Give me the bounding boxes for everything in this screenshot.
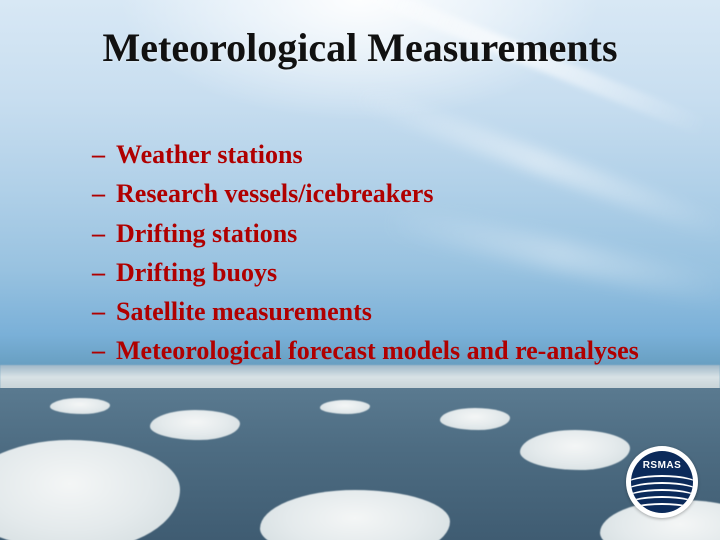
rsmas-logo: RSMAS — [626, 446, 698, 518]
bullet-text: Meteorological forecast models and re-an… — [116, 334, 639, 367]
logo-waves — [631, 475, 693, 513]
ice-floe — [440, 408, 510, 430]
bullet-dash: – — [92, 217, 116, 250]
ice-floe — [50, 398, 110, 414]
bullet-dash: – — [92, 256, 116, 289]
bullet-dash: – — [92, 295, 116, 328]
bullet-item: –Drifting stations — [92, 217, 680, 250]
ice-floe — [150, 410, 240, 440]
slide: Meteorological Measurements –Weather sta… — [0, 0, 720, 540]
ice-floe — [320, 400, 370, 414]
bullet-dash: – — [92, 138, 116, 171]
bullet-dash: – — [92, 334, 116, 367]
bullet-item: –Research vessels/icebreakers — [92, 177, 680, 210]
bullet-text: Satellite measurements — [116, 295, 372, 328]
bullet-item: –Satellite measurements — [92, 295, 680, 328]
bullet-text: Research vessels/icebreakers — [116, 177, 433, 210]
slide-title: Meteorological Measurements — [0, 24, 720, 71]
logo-text: RSMAS — [643, 460, 682, 471]
bullet-text: Weather stations — [116, 138, 303, 171]
logo-inner: RSMAS — [631, 451, 693, 513]
bullet-list: –Weather stations–Research vessels/icebr… — [92, 138, 680, 374]
bullet-dash: – — [92, 177, 116, 210]
bullet-text: Drifting buoys — [116, 256, 277, 289]
bullet-item: –Weather stations — [92, 138, 680, 171]
bullet-text: Drifting stations — [116, 217, 297, 250]
ice-floe — [520, 430, 630, 470]
bullet-item: –Meteorological forecast models and re-a… — [92, 334, 680, 367]
bullet-item: –Drifting buoys — [92, 256, 680, 289]
